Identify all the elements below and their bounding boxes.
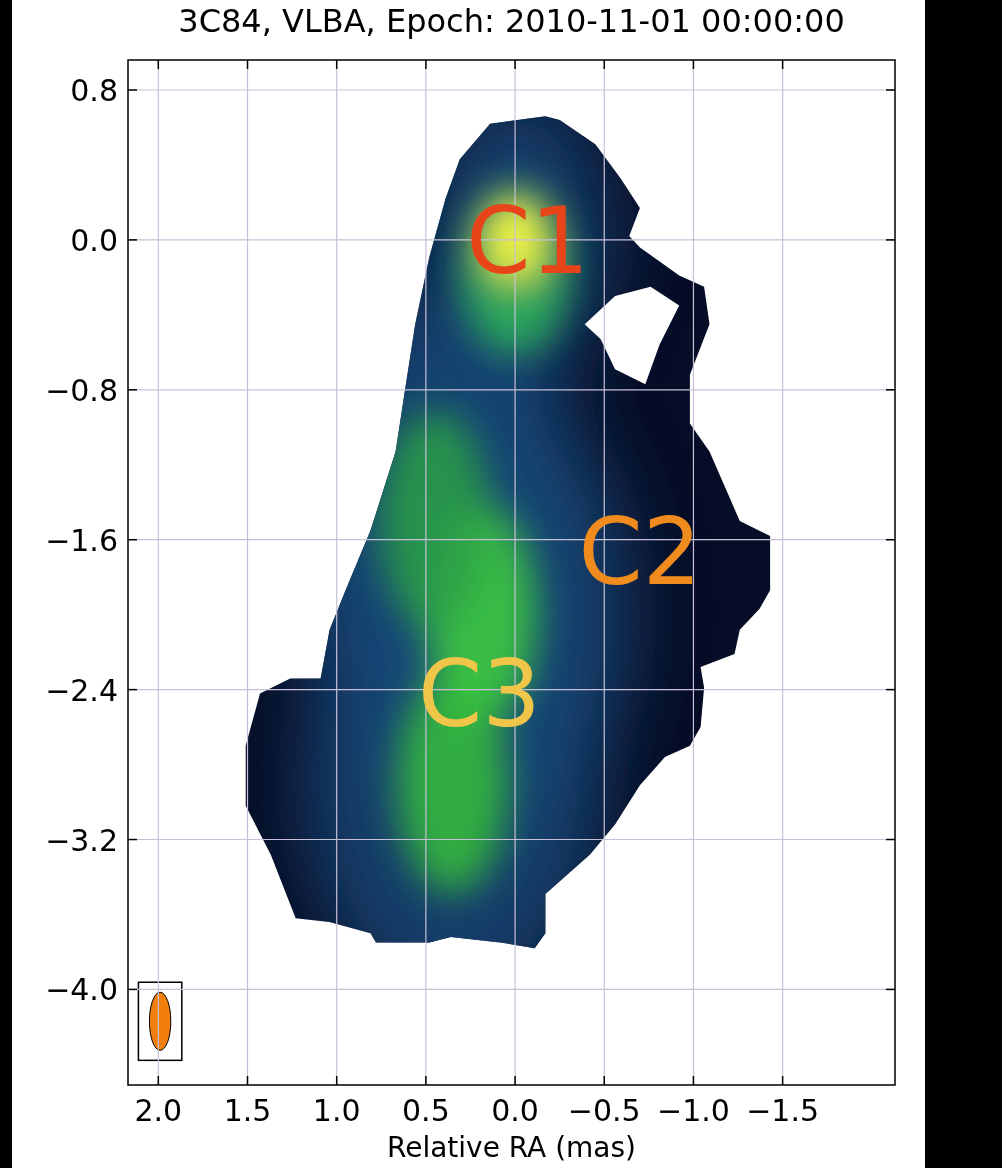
grid-line [128, 539, 895, 540]
frame [128, 60, 895, 1085]
tick [604, 60, 606, 69]
tick [886, 539, 895, 541]
tick [128, 389, 137, 391]
title: 3C84, VLBA, Epoch: 2010-11-01 00:00:00 [178, 2, 844, 40]
x-tick-label: 0.0 [491, 1093, 539, 1128]
plot-bg [128, 60, 895, 1085]
tick [886, 689, 895, 691]
grid-line [247, 60, 248, 1085]
tick [782, 1076, 784, 1085]
tick-labels: 2.0 1.5 1.0 0.5 0.0 −0.5 −1.0 −1.5 0.8 0.0 −0.8 −1.… [45, 73, 819, 1128]
tick [128, 689, 137, 691]
tick [693, 1076, 695, 1085]
tick [886, 839, 895, 841]
grid-line [782, 60, 783, 1085]
x-tick-label: 1.5 [224, 1093, 272, 1128]
border-right [925, 0, 1002, 1168]
grid-line [128, 389, 895, 390]
component-label: C3 [418, 641, 541, 748]
beam-box [138, 982, 181, 1060]
tick [514, 1076, 516, 1085]
component-label: C1 [466, 188, 589, 295]
tick [128, 839, 137, 841]
x-tick-label: 0.5 [402, 1093, 450, 1128]
tick [782, 60, 784, 69]
y-tick-label: 0.0 [70, 223, 118, 258]
tick [247, 1076, 249, 1085]
peak [380, 411, 490, 631]
grid-line [336, 60, 337, 1085]
tick [886, 989, 895, 991]
tick [693, 60, 695, 69]
grid-line [128, 989, 895, 990]
tick [425, 1076, 427, 1085]
component-label: C2 [579, 499, 702, 606]
y-tick-label: 0.8 [70, 73, 118, 108]
border-left [0, 0, 12, 1168]
emission-glow [285, 291, 585, 751]
grid-line [425, 60, 426, 1085]
grid-line [158, 60, 159, 1085]
grid [128, 60, 895, 1085]
beam [149, 992, 170, 1050]
tick [604, 1076, 606, 1085]
x-axis-title: Relative RA (mas) [387, 1131, 636, 1164]
tick [886, 89, 895, 91]
tick [158, 1076, 160, 1085]
tick [158, 60, 160, 69]
tick [128, 539, 137, 541]
tick [128, 239, 137, 241]
chart: 2.0 1.5 1.0 0.5 0.0 −0.5 −1.0 −1.5 0.8 0.0 −0.8 −1.… [0, 0, 1002, 1168]
ticks [128, 60, 895, 1085]
annotations: C1 C2 C3 [418, 188, 701, 748]
y-tick-label: −2.4 [45, 673, 118, 708]
tick [336, 60, 338, 69]
tick [886, 239, 895, 241]
tick [128, 989, 137, 991]
x-tick-label: −0.5 [568, 1093, 641, 1128]
grid-line [128, 89, 895, 90]
y-tick-label: −1.6 [45, 523, 118, 558]
tick [886, 389, 895, 391]
grid-line [128, 839, 895, 840]
tick [336, 1076, 338, 1085]
x-tick-label: −1.0 [657, 1093, 730, 1128]
x-tick-label: 2.0 [134, 1093, 182, 1128]
y-tick-label: −3.2 [45, 823, 118, 858]
tick [425, 60, 427, 69]
x-tick-label: 1.0 [313, 1093, 361, 1128]
plot-area [128, 60, 895, 1085]
y-tick-label: −4.0 [45, 972, 118, 1007]
emission [246, 90, 770, 1013]
tick [128, 89, 137, 91]
tick [247, 60, 249, 69]
tick [514, 60, 516, 69]
x-tick-label: −1.5 [746, 1093, 819, 1128]
y-tick-label: −0.8 [45, 373, 118, 408]
